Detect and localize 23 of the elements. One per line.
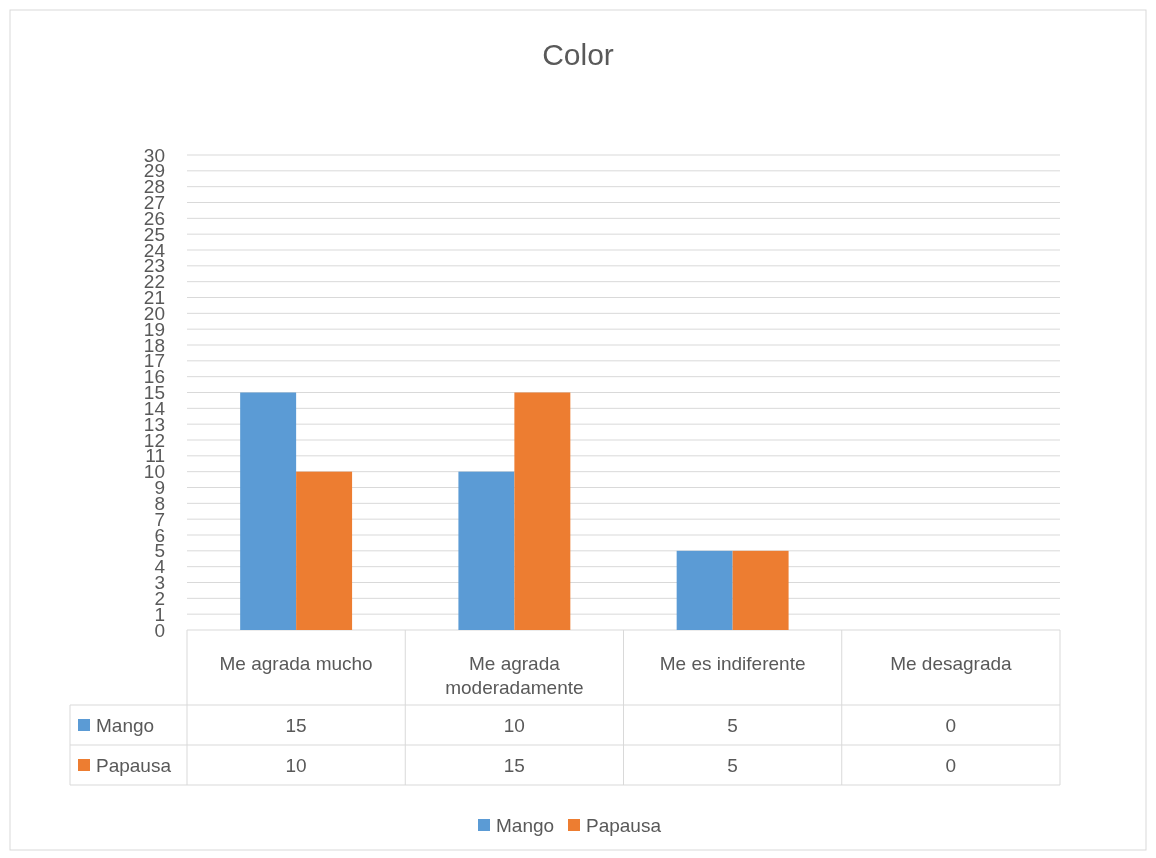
bar [676, 550, 733, 630]
chart-title: Color [542, 38, 614, 71]
data-label: 10 [285, 754, 307, 776]
x-tick-label: Me agrada mucho [219, 653, 373, 674]
x-tick-label: Me desagrada [890, 653, 1013, 674]
data-label: 0 [945, 714, 957, 736]
bar [296, 471, 353, 630]
data-label: 0 [945, 754, 957, 776]
data-label: 5 [727, 754, 738, 776]
bar [732, 550, 789, 630]
text: Mango [496, 814, 555, 836]
text: Papausa [586, 814, 662, 836]
legend-label: Papausa [96, 754, 172, 776]
bar [514, 392, 571, 630]
data-label: 15 [503, 754, 525, 776]
data-label: 5 [727, 714, 738, 736]
data-label: 10 [503, 714, 525, 736]
legend-label: Mango [96, 714, 155, 736]
bar [458, 471, 515, 630]
bar [240, 392, 297, 630]
x-tick-label: Me agrada moderadamente [445, 653, 584, 698]
data-label: 15 [285, 714, 307, 736]
x-tick-label: Me es indiferente [659, 653, 806, 674]
